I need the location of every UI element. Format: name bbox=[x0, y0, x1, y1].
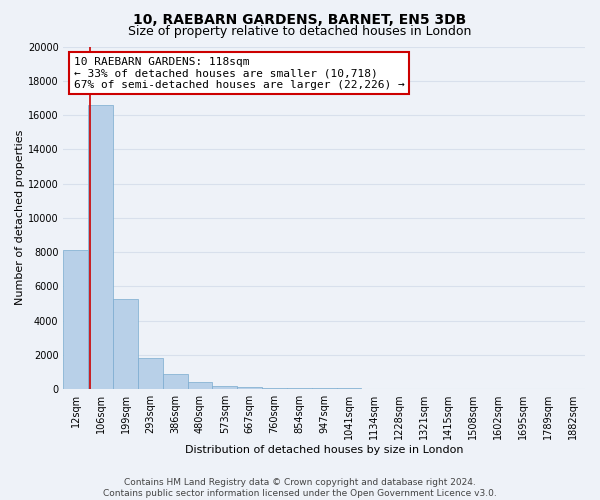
X-axis label: Distribution of detached houses by size in London: Distribution of detached houses by size … bbox=[185, 445, 463, 455]
Bar bbox=[262, 388, 287, 389]
Text: 10, RAEBARN GARDENS, BARNET, EN5 3DB: 10, RAEBARN GARDENS, BARNET, EN5 3DB bbox=[133, 12, 467, 26]
Text: Contains HM Land Registry data © Crown copyright and database right 2024.
Contai: Contains HM Land Registry data © Crown c… bbox=[103, 478, 497, 498]
Bar bbox=[287, 388, 312, 389]
Bar bbox=[337, 388, 361, 389]
Bar bbox=[138, 358, 163, 389]
Bar bbox=[361, 388, 386, 389]
Bar bbox=[212, 386, 237, 389]
Text: Size of property relative to detached houses in London: Size of property relative to detached ho… bbox=[128, 25, 472, 38]
Bar bbox=[163, 374, 188, 389]
Bar bbox=[237, 386, 262, 389]
Text: 10 RAEBARN GARDENS: 118sqm
← 33% of detached houses are smaller (10,718)
67% of : 10 RAEBARN GARDENS: 118sqm ← 33% of deta… bbox=[74, 57, 404, 90]
Bar bbox=[188, 382, 212, 389]
Bar bbox=[113, 299, 138, 389]
Bar bbox=[88, 104, 113, 389]
Bar bbox=[312, 388, 337, 389]
Y-axis label: Number of detached properties: Number of detached properties bbox=[15, 130, 25, 306]
Bar bbox=[64, 250, 88, 389]
